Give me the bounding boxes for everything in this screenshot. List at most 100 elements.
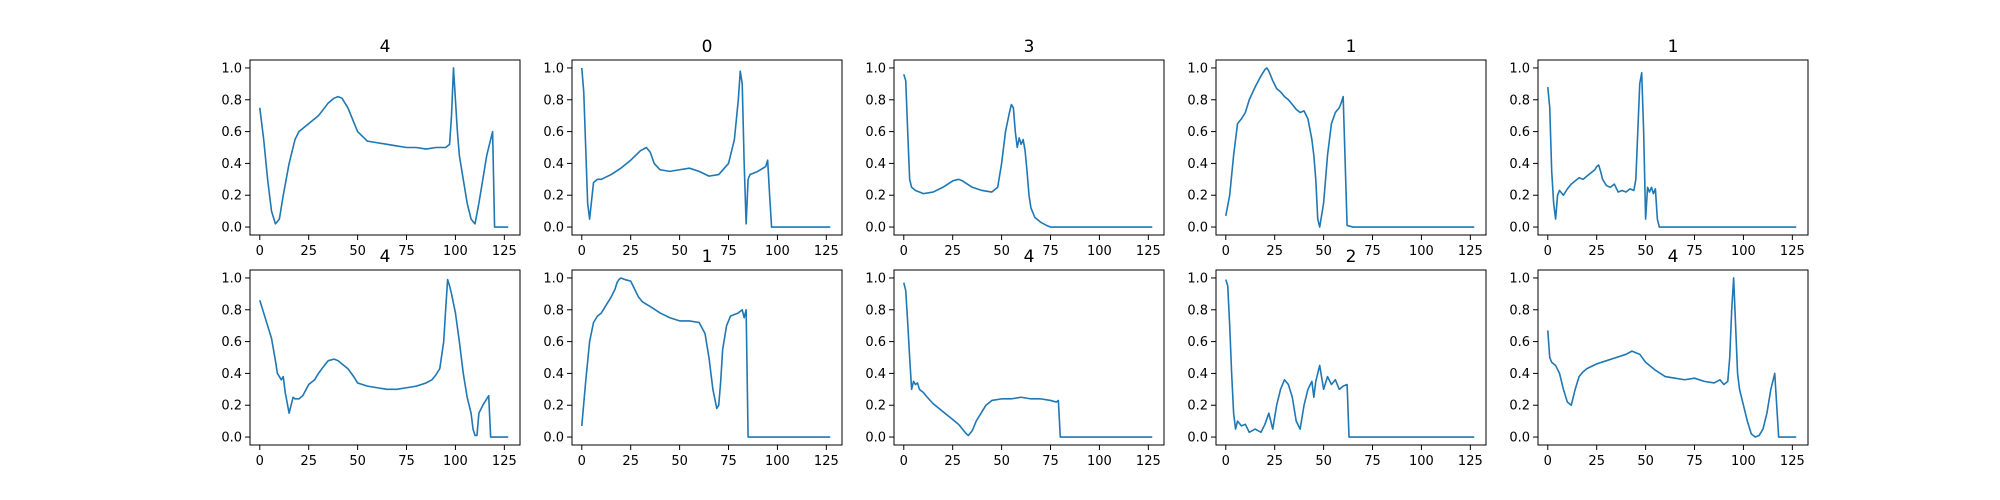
subplot-title: 2 bbox=[1346, 247, 1357, 267]
axes-frame bbox=[571, 59, 843, 236]
x-tick-label: 100 bbox=[1087, 244, 1112, 259]
x-tick-label: 100 bbox=[443, 454, 468, 469]
y-tick-label: 0.8 bbox=[543, 93, 564, 108]
x-tick-label: 0 bbox=[900, 454, 908, 469]
axes-frame bbox=[893, 269, 1165, 446]
x-tick-label: 0 bbox=[1544, 454, 1552, 469]
x-tick-label: 100 bbox=[1087, 454, 1112, 469]
x-tick-label: 25 bbox=[622, 244, 639, 259]
subplot-3: 3 0 25 50 75 100 125 0.0 0.2 0.4 0.6 0.8 1.0 bbox=[865, 37, 1165, 259]
y-tick-label: 0.0 bbox=[543, 221, 564, 236]
x-tick-label: 50 bbox=[1637, 454, 1654, 469]
x-tick-label: 125 bbox=[1136, 244, 1161, 259]
x-tick-label: 25 bbox=[300, 454, 317, 469]
x-tick-label: 50 bbox=[1637, 244, 1654, 259]
x-tick-label: 100 bbox=[1409, 454, 1434, 469]
y-tick-label: 1.0 bbox=[543, 271, 564, 286]
y-tick-label: 0.4 bbox=[865, 157, 886, 172]
series-line bbox=[1224, 67, 1475, 228]
x-tick-label: 75 bbox=[720, 244, 737, 259]
y-tick-label: 0.8 bbox=[865, 303, 886, 318]
subplot-title: 1 bbox=[1668, 37, 1679, 57]
x-tick-label: 50 bbox=[993, 454, 1010, 469]
y-tick-label: 0.8 bbox=[1509, 303, 1530, 318]
series-line bbox=[1546, 71, 1797, 228]
series-line bbox=[580, 67, 831, 228]
x-tick-label: 25 bbox=[944, 454, 961, 469]
x-tick-label: 125 bbox=[1136, 454, 1161, 469]
x-tick-label: 100 bbox=[765, 454, 790, 469]
x-tick-label: 0 bbox=[256, 244, 264, 259]
subplot-title: 0 bbox=[702, 37, 713, 57]
y-tick-label: 0.2 bbox=[543, 399, 564, 414]
y-tick-label: 0.6 bbox=[1187, 335, 1208, 350]
x-tick-label: 125 bbox=[1780, 244, 1805, 259]
y-tick-label: 1.0 bbox=[865, 271, 886, 286]
x-tick-label: 125 bbox=[1458, 244, 1483, 259]
y-tick-label: 0.6 bbox=[1509, 335, 1530, 350]
y-tick-label: 0.0 bbox=[1509, 221, 1530, 236]
x-tick-label: 75 bbox=[1364, 244, 1381, 259]
series-line bbox=[259, 278, 509, 438]
subplot-title: 1 bbox=[1346, 37, 1357, 57]
x-tick-label: 25 bbox=[622, 454, 639, 469]
x-tick-label: 100 bbox=[1731, 454, 1756, 469]
y-tick-label: 0.8 bbox=[1509, 93, 1530, 108]
y-tick-label: 0.4 bbox=[1187, 157, 1208, 172]
y-tick-label: 0.8 bbox=[543, 303, 564, 318]
y-tick-label: 0.2 bbox=[865, 189, 886, 204]
y-tick-label: 0.6 bbox=[1509, 125, 1530, 140]
subplot-9: 2 0 25 50 75 100 125 0.0 0.2 0.4 0.6 0.8 1.0 bbox=[1187, 247, 1487, 469]
y-tick-label: 0.6 bbox=[865, 125, 886, 140]
y-tick-label: 0.2 bbox=[221, 189, 242, 204]
subplot-title: 4 bbox=[1024, 247, 1035, 267]
axes-frame bbox=[571, 269, 843, 446]
y-tick-label: 0.8 bbox=[221, 303, 242, 318]
subplot-10: 4 0 25 50 75 100 125 0.0 0.2 0.4 0.6 0.8 1.0 bbox=[1509, 247, 1809, 469]
subplot-6: 4 0 25 50 75 100 125 0.0 0.2 0.4 0.6 0.8 1.0 bbox=[221, 247, 521, 469]
y-tick-label: 0.4 bbox=[221, 157, 242, 172]
subplot-title: 4 bbox=[380, 247, 391, 267]
y-tick-label: 0.0 bbox=[1509, 431, 1530, 446]
y-tick-label: 0.4 bbox=[543, 157, 564, 172]
series-line bbox=[1546, 277, 1797, 438]
y-tick-label: 0.2 bbox=[221, 399, 242, 414]
x-tick-label: 25 bbox=[1266, 244, 1283, 259]
axes-frame bbox=[1215, 59, 1487, 236]
y-tick-label: 0.0 bbox=[1187, 431, 1208, 446]
x-tick-label: 0 bbox=[1544, 244, 1552, 259]
x-tick-label: 100 bbox=[443, 244, 468, 259]
x-tick-label: 50 bbox=[1315, 244, 1332, 259]
subplot-2: 0 0 25 50 75 100 125 0.0 0.2 0.4 0.6 0.8 1.0 bbox=[543, 37, 843, 259]
y-tick-label: 1.0 bbox=[1187, 271, 1208, 286]
y-tick-label: 0.2 bbox=[1509, 189, 1530, 204]
x-tick-label: 50 bbox=[349, 244, 366, 259]
x-tick-label: 75 bbox=[1686, 454, 1703, 469]
axes-frame bbox=[893, 59, 1165, 236]
y-tick-label: 0.0 bbox=[865, 431, 886, 446]
axes-frame bbox=[249, 59, 521, 236]
axes-frame bbox=[1537, 269, 1809, 446]
x-tick-label: 100 bbox=[1409, 244, 1434, 259]
x-tick-label: 25 bbox=[1588, 244, 1605, 259]
x-tick-label: 125 bbox=[814, 454, 839, 469]
x-tick-label: 0 bbox=[256, 454, 264, 469]
subplot-1: 4 0 25 50 75 100 125 0.0 0.2 0.4 0.6 0.8 1.0 bbox=[221, 37, 521, 259]
y-tick-label: 0.0 bbox=[1187, 221, 1208, 236]
y-tick-label: 1.0 bbox=[865, 61, 886, 76]
y-tick-label: 0.2 bbox=[1509, 399, 1530, 414]
y-tick-label: 0.2 bbox=[865, 399, 886, 414]
y-tick-label: 0.0 bbox=[221, 221, 242, 236]
series-line bbox=[1225, 279, 1475, 438]
y-tick-label: 1.0 bbox=[221, 271, 242, 286]
subplot-8: 4 0 25 50 75 100 125 0.0 0.2 0.4 0.6 0.8 1.0 bbox=[865, 247, 1165, 469]
x-tick-label: 75 bbox=[720, 454, 737, 469]
subplot-title: 4 bbox=[1668, 247, 1679, 267]
axes-frame bbox=[1215, 269, 1487, 446]
x-tick-label: 50 bbox=[1315, 454, 1332, 469]
subplot-title: 1 bbox=[702, 247, 713, 267]
x-tick-label: 25 bbox=[300, 244, 317, 259]
x-tick-label: 0 bbox=[1222, 244, 1230, 259]
x-tick-label: 125 bbox=[1780, 454, 1805, 469]
x-tick-label: 25 bbox=[1266, 454, 1283, 469]
